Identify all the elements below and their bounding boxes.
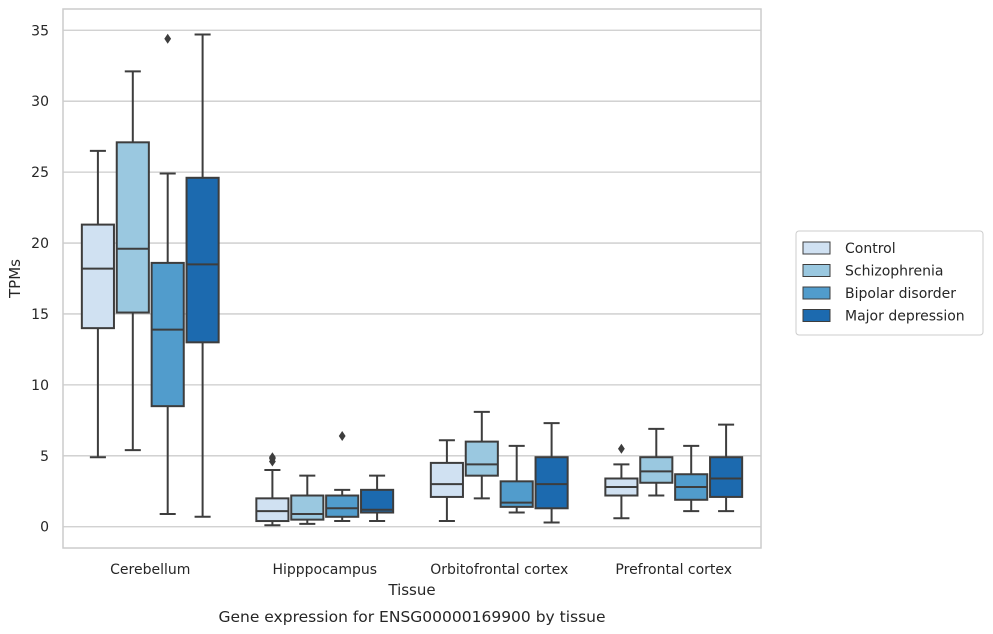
box-major-depression: [709, 423, 744, 513]
y-tick-label: 35: [31, 23, 49, 39]
legend-swatch: [802, 264, 831, 277]
box-iqr: [360, 488, 395, 514]
x-tick-label: Cerebellum: [110, 562, 190, 578]
y-tick-label: 25: [31, 165, 49, 181]
box-control: [429, 439, 464, 523]
x-axis-label: Tissue: [387, 581, 435, 599]
box-major-depression: [534, 422, 569, 524]
box-iqr: [709, 456, 744, 498]
outlier-point: [269, 452, 276, 463]
box-iqr: [80, 223, 115, 330]
chart-caption: Gene expression for ENSG00000169900 by t…: [218, 608, 605, 626]
box-iqr: [185, 176, 220, 344]
y-tick-label: 5: [40, 449, 49, 465]
y-axis-label: TPMs: [6, 259, 24, 299]
box-bipolar-disorder: [150, 33, 185, 515]
x-tick-label: Orbitofrontal cortex: [430, 562, 568, 578]
legend-box: [795, 230, 984, 336]
x-tick-labels: Cerebellum Hipppocampus Orbitofrontal cort…: [110, 562, 732, 578]
y-tick-label: 30: [31, 94, 49, 110]
legend-label: Schizophrenia: [845, 264, 943, 280]
box-iqr: [534, 456, 569, 510]
y-tick-label: 10: [31, 378, 49, 394]
box-iqr: [290, 494, 325, 521]
box-bipolar-disorder: [674, 444, 709, 513]
box-control: [255, 452, 290, 527]
box-plot-area: [80, 33, 744, 527]
box-bipolar-disorder: [325, 430, 360, 523]
box-schizophrenia: [115, 70, 150, 452]
box-schizophrenia: [639, 427, 674, 497]
box-control: [80, 149, 115, 459]
box-iqr: [639, 456, 674, 484]
y-tick-label: 0: [40, 520, 49, 536]
outlier-point: [618, 443, 625, 454]
box-iqr: [150, 261, 185, 408]
box-iqr: [325, 494, 360, 518]
legend-label: Bipolar disorder: [845, 286, 956, 302]
x-tick-label: Prefrontal cortex: [615, 562, 732, 578]
box-major-depression: [185, 33, 220, 518]
box-schizophrenia: [464, 410, 499, 500]
box-major-depression: [360, 474, 395, 523]
plot-frame: [62, 8, 762, 549]
y-tick-label: 15: [31, 307, 49, 323]
box-iqr: [115, 141, 150, 314]
box-bipolar-disorder: [499, 444, 534, 514]
legend-swatch: [802, 241, 831, 255]
legend: Control Schizophrenia Bipolar disorder Majo…: [795, 230, 984, 336]
box-schizophrenia: [290, 474, 325, 525]
y-tick-label: 20: [31, 236, 49, 252]
legend-swatch: [802, 309, 831, 322]
box-iqr: [429, 461, 464, 498]
outlier-point: [164, 33, 172, 44]
box-control: [604, 443, 639, 520]
legend-label: Major depression: [845, 309, 965, 325]
x-tick-label: Hipppocampus: [272, 562, 377, 578]
outlier-point: [338, 430, 346, 441]
legend-label: Control: [845, 241, 896, 257]
legend-swatch: [802, 286, 831, 300]
box-iqr: [255, 497, 290, 523]
y-tick-labels: 0 5 10 15 20 25 30 35: [31, 23, 49, 535]
box-iqr: [464, 440, 499, 477]
